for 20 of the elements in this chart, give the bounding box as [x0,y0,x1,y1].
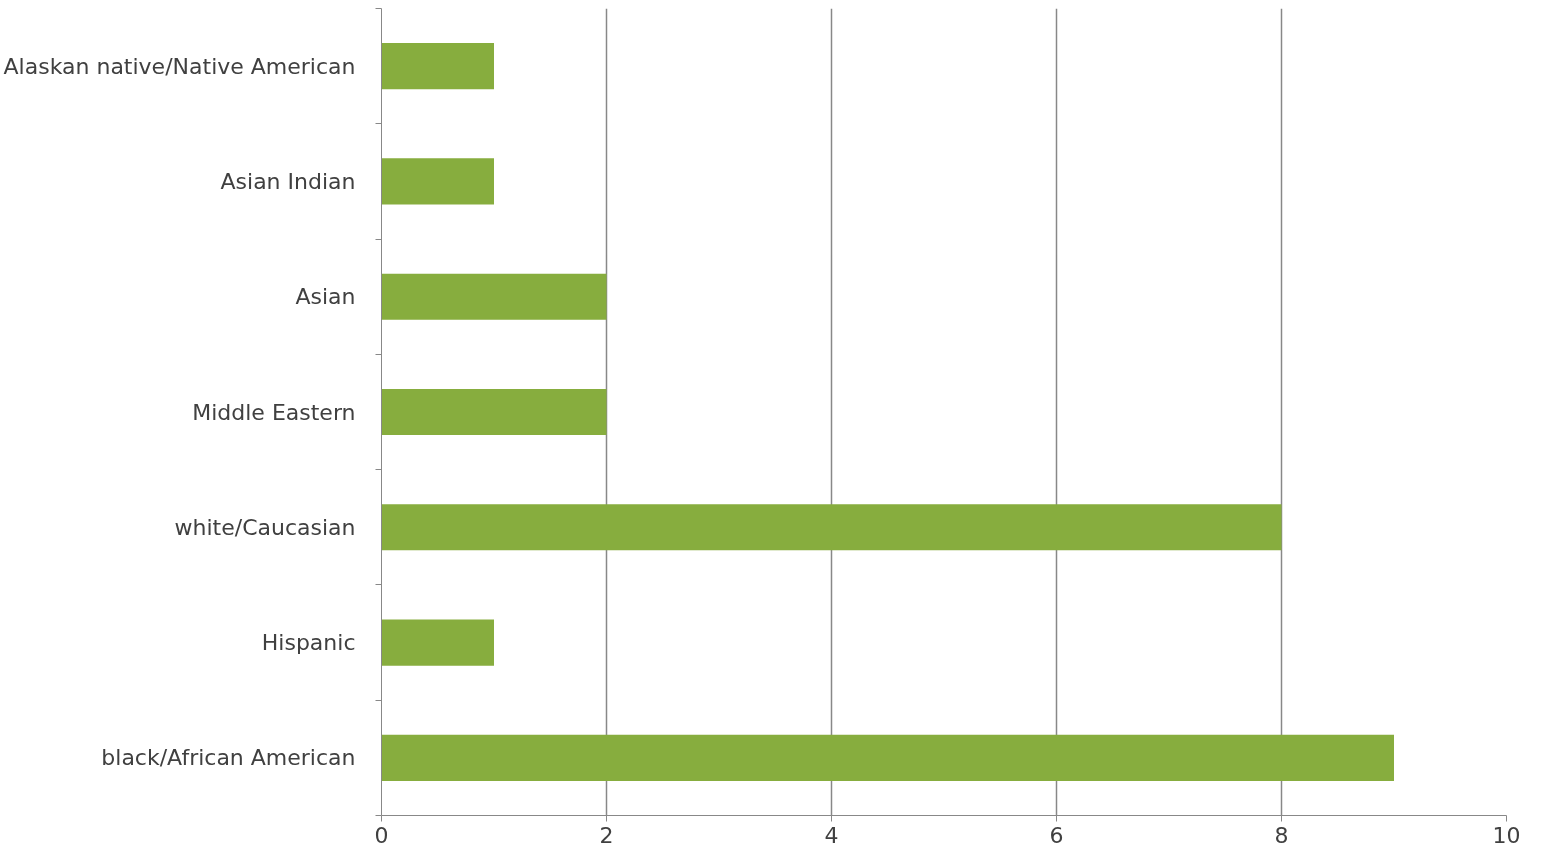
y-tick-label: Hispanic [261,630,356,656]
y-tick-label: Asian Indian [220,168,356,194]
x-tick-label: 0 [374,822,389,848]
x-tick-label: 6 [1049,822,1064,848]
bar [381,734,1394,781]
bar [381,273,607,320]
bar [381,158,494,205]
x-tick-label: 8 [1274,822,1289,848]
x-tick-label: 4 [824,822,839,848]
y-tick-label: Asian [295,284,356,310]
bar [381,619,494,666]
x-tick-label: 10 [1492,822,1521,848]
y-tick-label: black/African American [101,745,356,771]
y-tick-label: white/Caucasian [174,514,356,540]
x-tick-label: 2 [599,822,614,848]
bar [381,504,1282,551]
y-tick-label: Alaskan native/Native American [3,53,356,79]
bar [381,43,494,90]
bar [381,388,607,436]
y-tick-label: Middle Eastern [192,399,356,425]
